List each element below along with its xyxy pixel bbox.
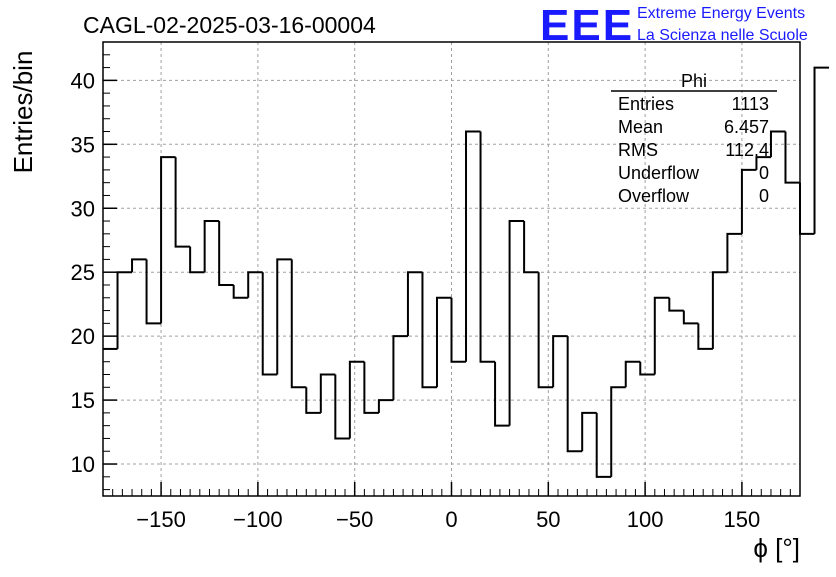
histogram-bin <box>232 284 249 299</box>
histogram-bin <box>813 66 830 234</box>
run-title: CAGL-02-2025-03-16-00004 <box>83 12 376 38</box>
histogram-bin <box>711 271 728 349</box>
histogram-bin <box>668 297 684 312</box>
y-tick-label: 25 <box>71 260 95 285</box>
histogram-bin <box>247 271 263 298</box>
histogram-bin <box>508 220 525 426</box>
y-tick-label: 40 <box>71 68 95 93</box>
histogram-bin <box>784 131 800 184</box>
histogram-bin <box>769 130 786 158</box>
histogram-bin <box>406 271 423 337</box>
tick-labels: −150 −100 −50 0 50 100 150 10 15 20 25 30 35 40 <box>71 68 761 532</box>
histogram-bin <box>174 157 191 248</box>
stats-rms-label: RMS <box>618 140 658 160</box>
histogram-bin <box>290 259 307 389</box>
stats-underflow-label: Underflow <box>618 163 700 183</box>
histogram-bin <box>131 258 147 273</box>
histogram-bin <box>653 296 670 375</box>
histogram-bin <box>363 361 379 414</box>
stats-rms-value: 112.4 <box>725 140 769 160</box>
histogram-bin <box>450 297 467 363</box>
stats-underflow-value: 0 <box>759 163 769 183</box>
stats-entries-label: Entries <box>618 94 674 114</box>
histogram-bin <box>610 386 626 477</box>
histogram-bin <box>145 259 162 325</box>
histogram-bin <box>377 399 394 413</box>
x-tick-label: −150 <box>136 507 186 532</box>
histogram-bin <box>203 220 220 273</box>
stats-box: Phi Entries 1113 Mean 6.457 RMS 112.4 Un… <box>611 71 777 206</box>
x-tick-label: −100 <box>233 507 283 532</box>
x-tick-label: 50 <box>536 507 560 532</box>
histogram-bin <box>116 271 133 349</box>
y-tick-label: 30 <box>71 196 95 221</box>
histogram-bin <box>494 361 510 427</box>
histogram-bin <box>566 336 583 453</box>
histogram-bin <box>334 374 350 440</box>
stats-entries-value: 1113 <box>732 94 769 114</box>
histogram-bin <box>740 168 757 234</box>
y-tick-label: 35 <box>71 132 95 157</box>
histogram-bin <box>261 272 278 376</box>
x-tick-label: −50 <box>336 507 373 532</box>
y-tick-label: 20 <box>71 324 95 349</box>
stats-overflow-value: 0 <box>759 186 769 206</box>
histogram-bin <box>523 221 539 274</box>
histogram-bin <box>319 373 336 413</box>
histogram-bin <box>726 232 742 273</box>
histogram-bin <box>581 411 597 452</box>
y-axis-title: Entries/bin <box>8 51 38 174</box>
histogram-bin <box>682 310 699 325</box>
stats-mean-label: Mean <box>618 117 663 137</box>
histogram-bin <box>697 323 713 350</box>
histogram-bin <box>305 387 321 414</box>
histogram-bin <box>421 272 437 389</box>
histogram-bin <box>755 156 771 170</box>
stats-mean-value: 6.457 <box>724 117 769 137</box>
x-tick-label: 0 <box>445 507 457 532</box>
histogram-bin <box>435 296 452 388</box>
y-tick-label: 10 <box>71 452 95 477</box>
histogram-bin <box>639 361 655 376</box>
histogram-bin <box>479 131 496 363</box>
histogram-bin <box>537 272 554 389</box>
histogram-outline <box>103 66 830 478</box>
y-tick-label: 15 <box>71 388 95 413</box>
stats-box-title: Phi <box>681 71 707 91</box>
histogram-bin <box>595 412 612 478</box>
histogram-bin <box>392 335 408 401</box>
histogram-bin <box>276 258 292 375</box>
histogram-bin <box>799 182 815 235</box>
histogram-bin <box>189 246 205 274</box>
eee-logo: EEE Extreme Energy Events La Scienza nel… <box>540 1 808 50</box>
tick-marks <box>103 54 791 496</box>
eee-logo-line1: Extreme Energy Events <box>637 5 805 22</box>
x-axis-title: ϕ [°] <box>753 533 800 563</box>
eee-logo-line2: La Scienza nelle Scuole <box>637 27 808 44</box>
histogram-bin <box>465 130 481 362</box>
histogram-bin <box>624 360 641 388</box>
stats-overflow-label: Overflow <box>618 186 690 206</box>
x-tick-label: 150 <box>724 507 761 532</box>
grid-lines <box>103 42 800 496</box>
histogram-bin <box>218 221 234 286</box>
histogram-bin <box>160 156 176 324</box>
histogram-bin <box>348 360 365 439</box>
histogram-bin <box>552 335 568 388</box>
x-tick-label: 100 <box>627 507 664 532</box>
